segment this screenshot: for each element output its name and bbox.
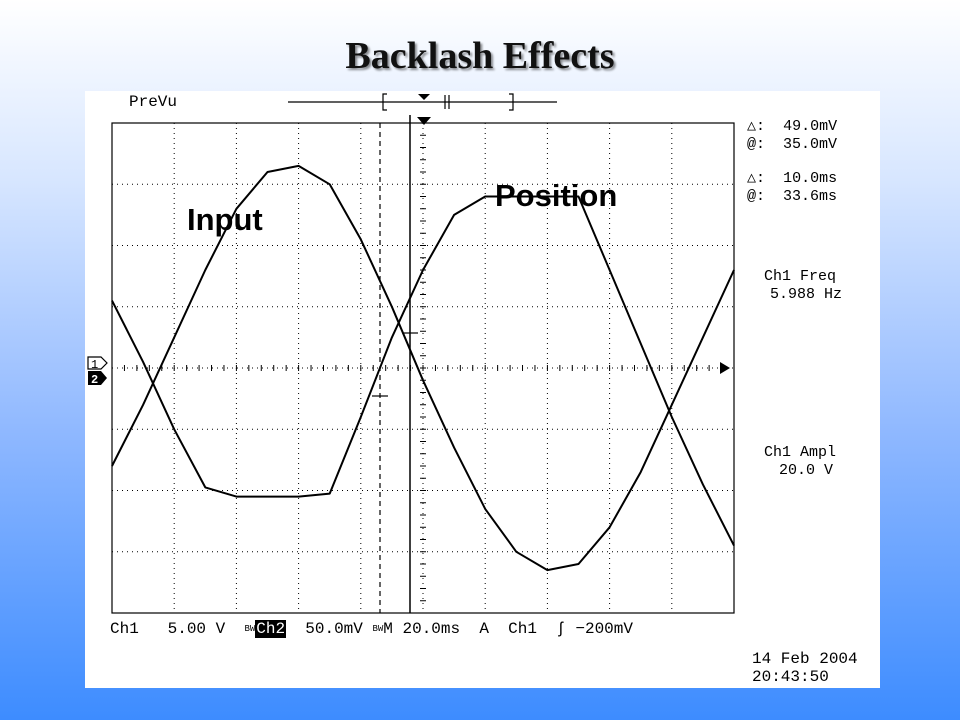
cursor-value: 35.0mV [783,136,838,153]
time-stamp: 20:43:50 [752,668,829,686]
cursor-readout-0: △: 49.0mV [747,118,837,135]
cursor-symbol: @: [747,188,766,205]
trigger-source: Ch1 [508,620,537,638]
bw-limit-icon-b: W [377,624,384,634]
window-bracket-right [509,93,514,111]
bw-limit-icon-b: W [249,624,256,634]
scope-plot: 12 [87,93,735,614]
cursor-value: 10.0ms [783,170,838,187]
annotation-position: Position [495,178,618,213]
prevu-label: PreVu [129,93,178,111]
ch2-label: Ch2 [255,620,287,638]
cursor-symbol: @: [747,136,766,153]
channel-2-marker: 2 [88,371,107,387]
channel-1-marker-shape [87,356,108,370]
window-bracket-left [382,93,387,111]
bottom-status-bar: Ch1 5.00 V BWCh2 50.0mV BWM 20.0ms A Ch1… [110,620,633,638]
cursor-readout-3: @: 33.6ms [747,188,837,205]
timebase: M 20.0ms [383,620,461,638]
ch1-scale: 5.00 V [167,620,226,638]
trigger-slope-icon: ʃ [556,620,566,638]
trigger-marker-icon [418,94,430,100]
bw-limit-icon: B [244,624,250,634]
ch1-label: Ch1 [110,620,139,638]
cursor-symbol: △: [747,170,766,187]
channel-markers: 12 [87,356,730,387]
cursor-readout-1: @: 35.0mV [747,136,837,153]
ch2-scale: 50.0mV [305,620,363,638]
measurement-label: Ch1 Ampl [764,444,837,461]
trigger-mode: A [479,620,489,638]
cursor-value: 49.0mV [783,118,838,135]
channel-1-marker: 1 [87,356,108,372]
trace-input [111,164,735,572]
channel-2-marker-label: 2 [91,373,98,387]
trigger-level: −200mV [575,620,633,638]
trace-position [111,195,735,547]
traces [111,164,735,572]
channel-1-marker-label: 1 [91,358,98,372]
cursor-value: 33.6ms [783,188,838,205]
date-stamp: 14 Feb 2004 [752,650,858,668]
annotation-input: Input [187,202,263,237]
slide-title: Backlash Effects [345,35,615,77]
trigger-position-icon [417,117,431,125]
trigger-level-icon [720,362,730,374]
measurement-value: 5.988 Hz [770,286,843,303]
bw-limit-icon: B [372,624,378,634]
cursor-symbol: △: [747,118,766,135]
measurement-value: 20.0 V [779,462,834,479]
graticule [111,122,735,614]
measurement-label: Ch1 Freq [764,268,837,285]
record-bar [288,93,557,111]
cursor-readout-2: △: 10.0ms [747,170,837,187]
channel-2-marker-shape [88,371,107,385]
